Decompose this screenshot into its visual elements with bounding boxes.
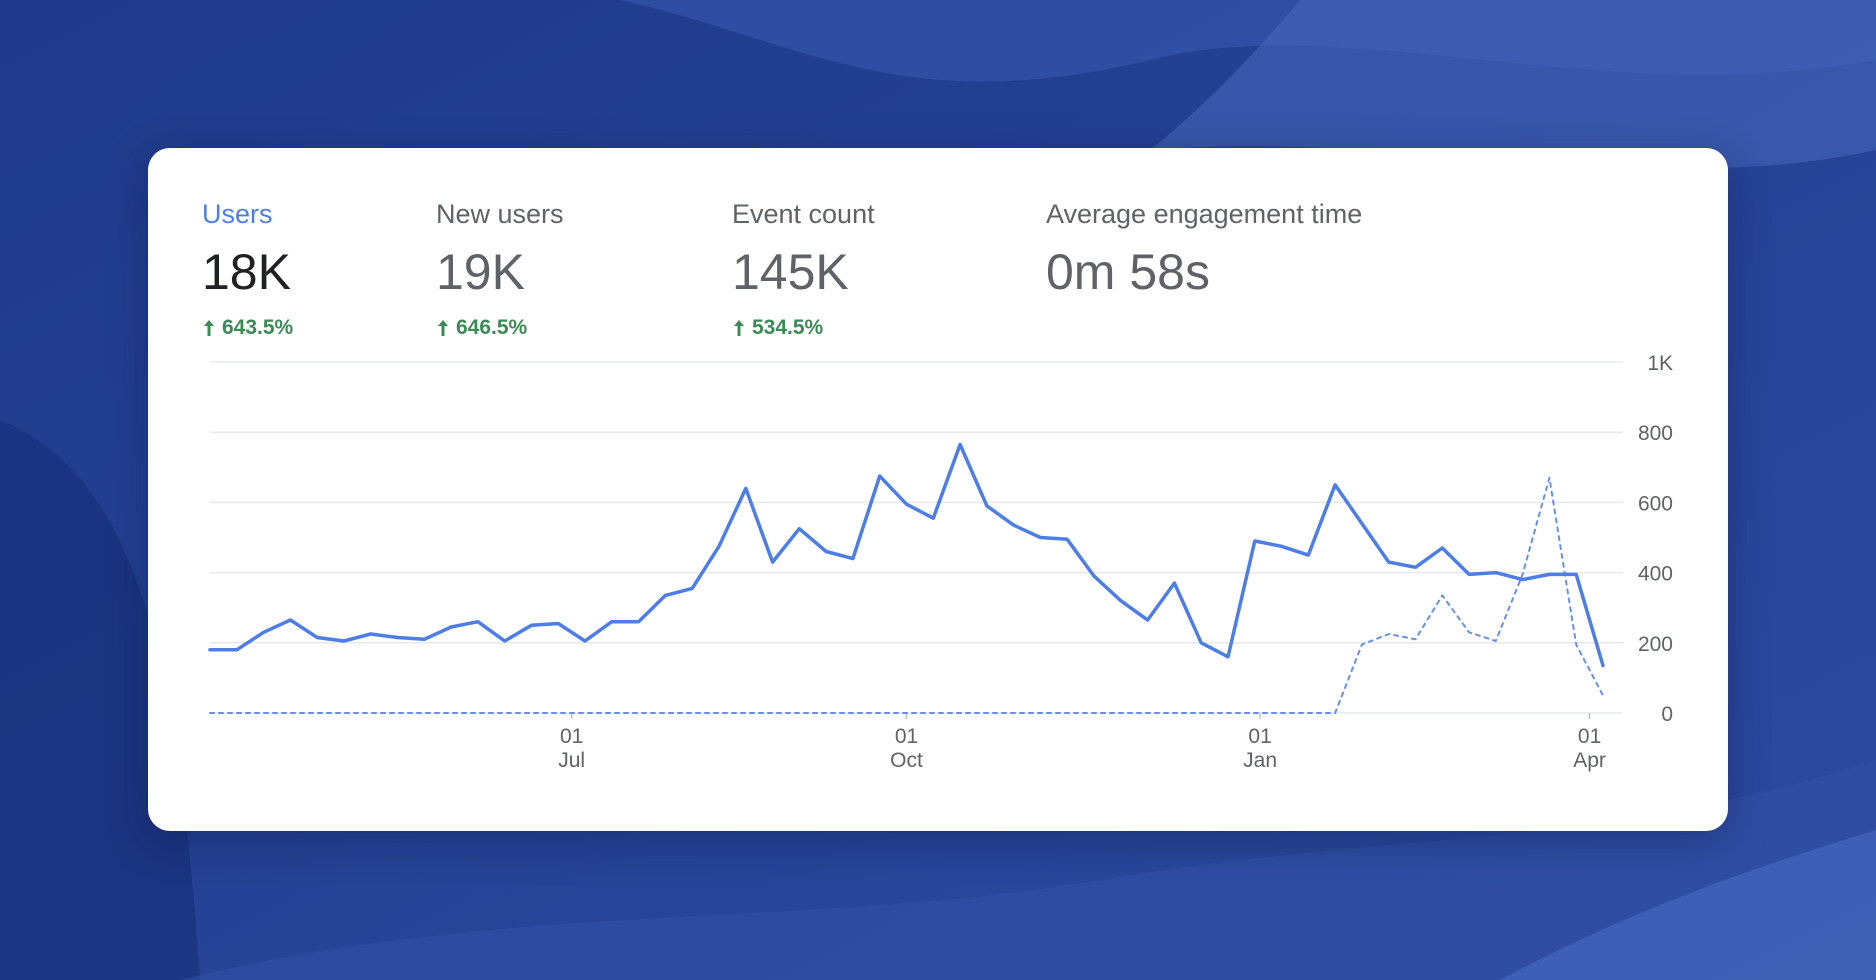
- y-tick-label: 800: [1638, 422, 1673, 445]
- x-tick-month: Apr: [1573, 749, 1606, 772]
- y-tick-label: 200: [1638, 633, 1673, 656]
- metric-delta: 534.5%: [732, 316, 875, 340]
- series-line-users: [208, 442, 1605, 668]
- arrow-up-icon: [438, 320, 448, 336]
- x-tick-day: 01: [1248, 725, 1271, 748]
- y-tick-label: 600: [1638, 492, 1673, 515]
- x-tick-day: 01: [895, 725, 918, 748]
- metric-tab-users[interactable]: Users 18K 643.5%: [202, 198, 293, 340]
- metric-value: 0m 58s: [1046, 244, 1210, 300]
- metric-tab-event-count[interactable]: Event count 145K 534.5%: [732, 198, 875, 340]
- metric-label: Users: [202, 199, 273, 229]
- arrow-up-icon: [734, 320, 744, 336]
- metric-label: Event count: [732, 199, 875, 229]
- metric-delta-value: 646.5%: [456, 316, 528, 339]
- y-tick-label: 0: [1661, 703, 1673, 726]
- metric-tab-new-users[interactable]: New users 19K 646.5%: [436, 198, 564, 340]
- x-tick-month: Oct: [890, 749, 923, 772]
- metric-label: New users: [436, 199, 564, 229]
- metric-delta-value: 534.5%: [752, 316, 824, 339]
- y-tick-label: 400: [1638, 563, 1673, 586]
- arrow-up-icon: [204, 320, 214, 336]
- x-tick-month: Jul: [558, 749, 585, 772]
- series-line-comparison: [209, 476, 1604, 714]
- metric-value: 145K: [732, 244, 849, 300]
- x-tick-day: 01: [560, 725, 583, 748]
- metric-delta-value: 643.5%: [222, 316, 294, 339]
- metric-tab-average-engagement-time[interactable]: Average engagement time 0m 58s: [1046, 198, 1362, 300]
- x-tick-month: Jan: [1243, 749, 1277, 772]
- y-tick-label: 1K: [1647, 352, 1673, 375]
- metric-delta: 643.5%: [202, 316, 293, 340]
- metric-label: Average engagement time: [1046, 199, 1363, 229]
- metric-value: 19K: [436, 244, 525, 300]
- x-tick-day: 01: [1578, 725, 1601, 748]
- metric-value: 18K: [202, 244, 291, 300]
- analytics-overview-card: 0 200 400 600 800 1K 01 Jul 01 Oct 01 Jan 01 Apr User…: [148, 148, 1728, 831]
- metric-delta: 646.5%: [436, 316, 564, 340]
